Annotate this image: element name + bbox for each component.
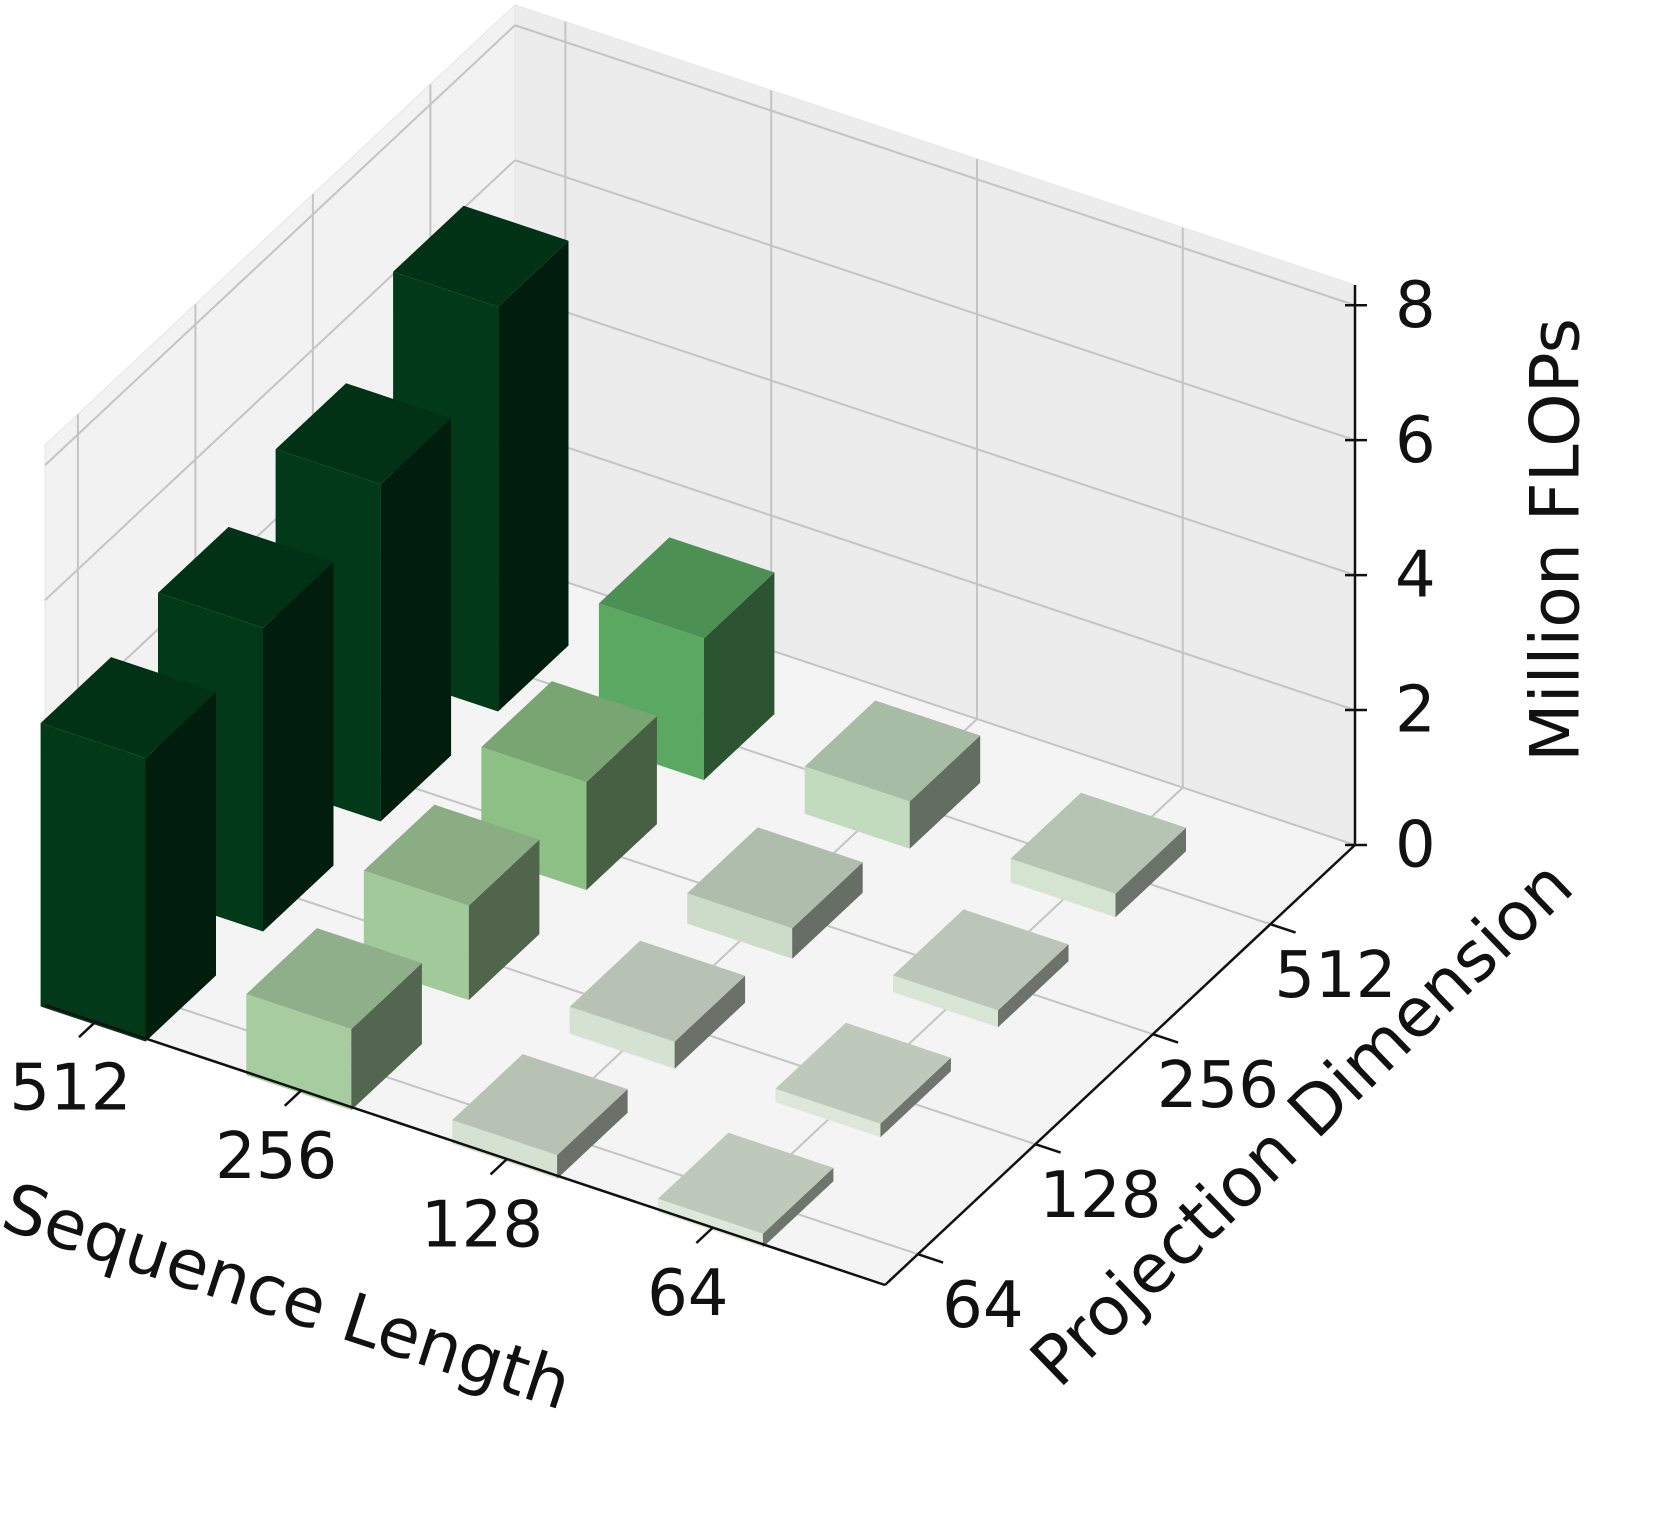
grid-line xyxy=(514,294,1356,577)
bar xyxy=(569,940,746,1069)
bar xyxy=(775,1022,951,1138)
bar-front xyxy=(893,975,998,1028)
bar xyxy=(363,804,540,1001)
grid-line xyxy=(514,24,1356,307)
y-tick xyxy=(1270,923,1296,934)
bar-top xyxy=(246,928,422,1030)
bar-front xyxy=(569,1006,675,1069)
x-tick-label: 512 xyxy=(9,1051,131,1125)
y-tick xyxy=(917,1253,944,1264)
bar-front xyxy=(1010,858,1116,918)
bar-top xyxy=(775,1022,951,1124)
bar-top xyxy=(393,205,569,307)
z-tick-label: 4 xyxy=(1395,539,1436,613)
bar-front xyxy=(804,766,910,849)
bar-top xyxy=(481,681,657,783)
bar xyxy=(40,657,216,1042)
bar-top xyxy=(40,657,216,759)
z-tick-label: 0 xyxy=(1395,809,1436,883)
bar-side xyxy=(762,1167,834,1248)
z-axis-label: Million FLOPs xyxy=(1517,318,1596,762)
bar-top xyxy=(598,537,775,639)
bar-front xyxy=(775,1088,881,1138)
bar-side xyxy=(498,240,569,712)
z-tick-label: 2 xyxy=(1395,674,1436,748)
x-tick xyxy=(78,1020,97,1039)
y-tick-label: 128 xyxy=(1039,1159,1161,1233)
bar-side xyxy=(1115,827,1186,918)
x-tick-label: 128 xyxy=(421,1189,543,1263)
y-tick-label: 256 xyxy=(1157,1049,1279,1123)
y-tick xyxy=(1152,1033,1179,1044)
x-tick xyxy=(695,1226,714,1244)
bar-front xyxy=(40,723,146,1042)
bar-side xyxy=(998,944,1069,1028)
y-axis xyxy=(884,844,1356,1286)
bar-top xyxy=(893,909,1069,1011)
bar-side xyxy=(468,839,540,1001)
bar xyxy=(1010,792,1186,918)
bar-top xyxy=(158,526,334,628)
y-tick-label: 64 xyxy=(942,1269,1023,1343)
grid-line xyxy=(514,159,1356,442)
bar-side xyxy=(557,1089,628,1179)
bar xyxy=(687,827,863,959)
bar-top xyxy=(1010,792,1186,894)
bar xyxy=(804,700,981,849)
bar-side xyxy=(351,963,422,1111)
bar xyxy=(452,1054,628,1179)
bar-front xyxy=(452,1120,558,1179)
x-axis xyxy=(44,1003,886,1287)
bar-top xyxy=(687,827,863,929)
z-tick-label: 8 xyxy=(1395,269,1436,343)
grid-line xyxy=(514,429,1356,712)
bar-side xyxy=(792,862,863,959)
bar-side xyxy=(263,561,334,932)
bar-top xyxy=(363,804,540,906)
bar-top xyxy=(569,940,746,1042)
bar-top xyxy=(657,1132,834,1234)
x-tick xyxy=(283,1089,303,1107)
bar-front xyxy=(687,893,793,959)
y-tick xyxy=(1035,1143,1061,1154)
y-tick-label: 512 xyxy=(1274,939,1396,1013)
bar xyxy=(893,909,1069,1028)
bar-side xyxy=(674,975,746,1069)
bar-side xyxy=(586,716,657,891)
bars xyxy=(40,205,1186,1248)
x-tick-label: 256 xyxy=(215,1120,337,1194)
bar-side xyxy=(145,692,216,1042)
bar-side xyxy=(703,572,775,781)
bar-side xyxy=(380,418,452,822)
grid-line xyxy=(44,24,516,466)
bar-top xyxy=(804,700,981,802)
x-tick-label: 64 xyxy=(647,1257,728,1331)
bar-side xyxy=(909,735,981,849)
bar-side xyxy=(880,1057,951,1138)
bar-top xyxy=(452,1054,628,1156)
x-tick xyxy=(489,1158,508,1176)
bar-top xyxy=(275,383,452,485)
z-tick-label: 6 xyxy=(1395,404,1436,478)
